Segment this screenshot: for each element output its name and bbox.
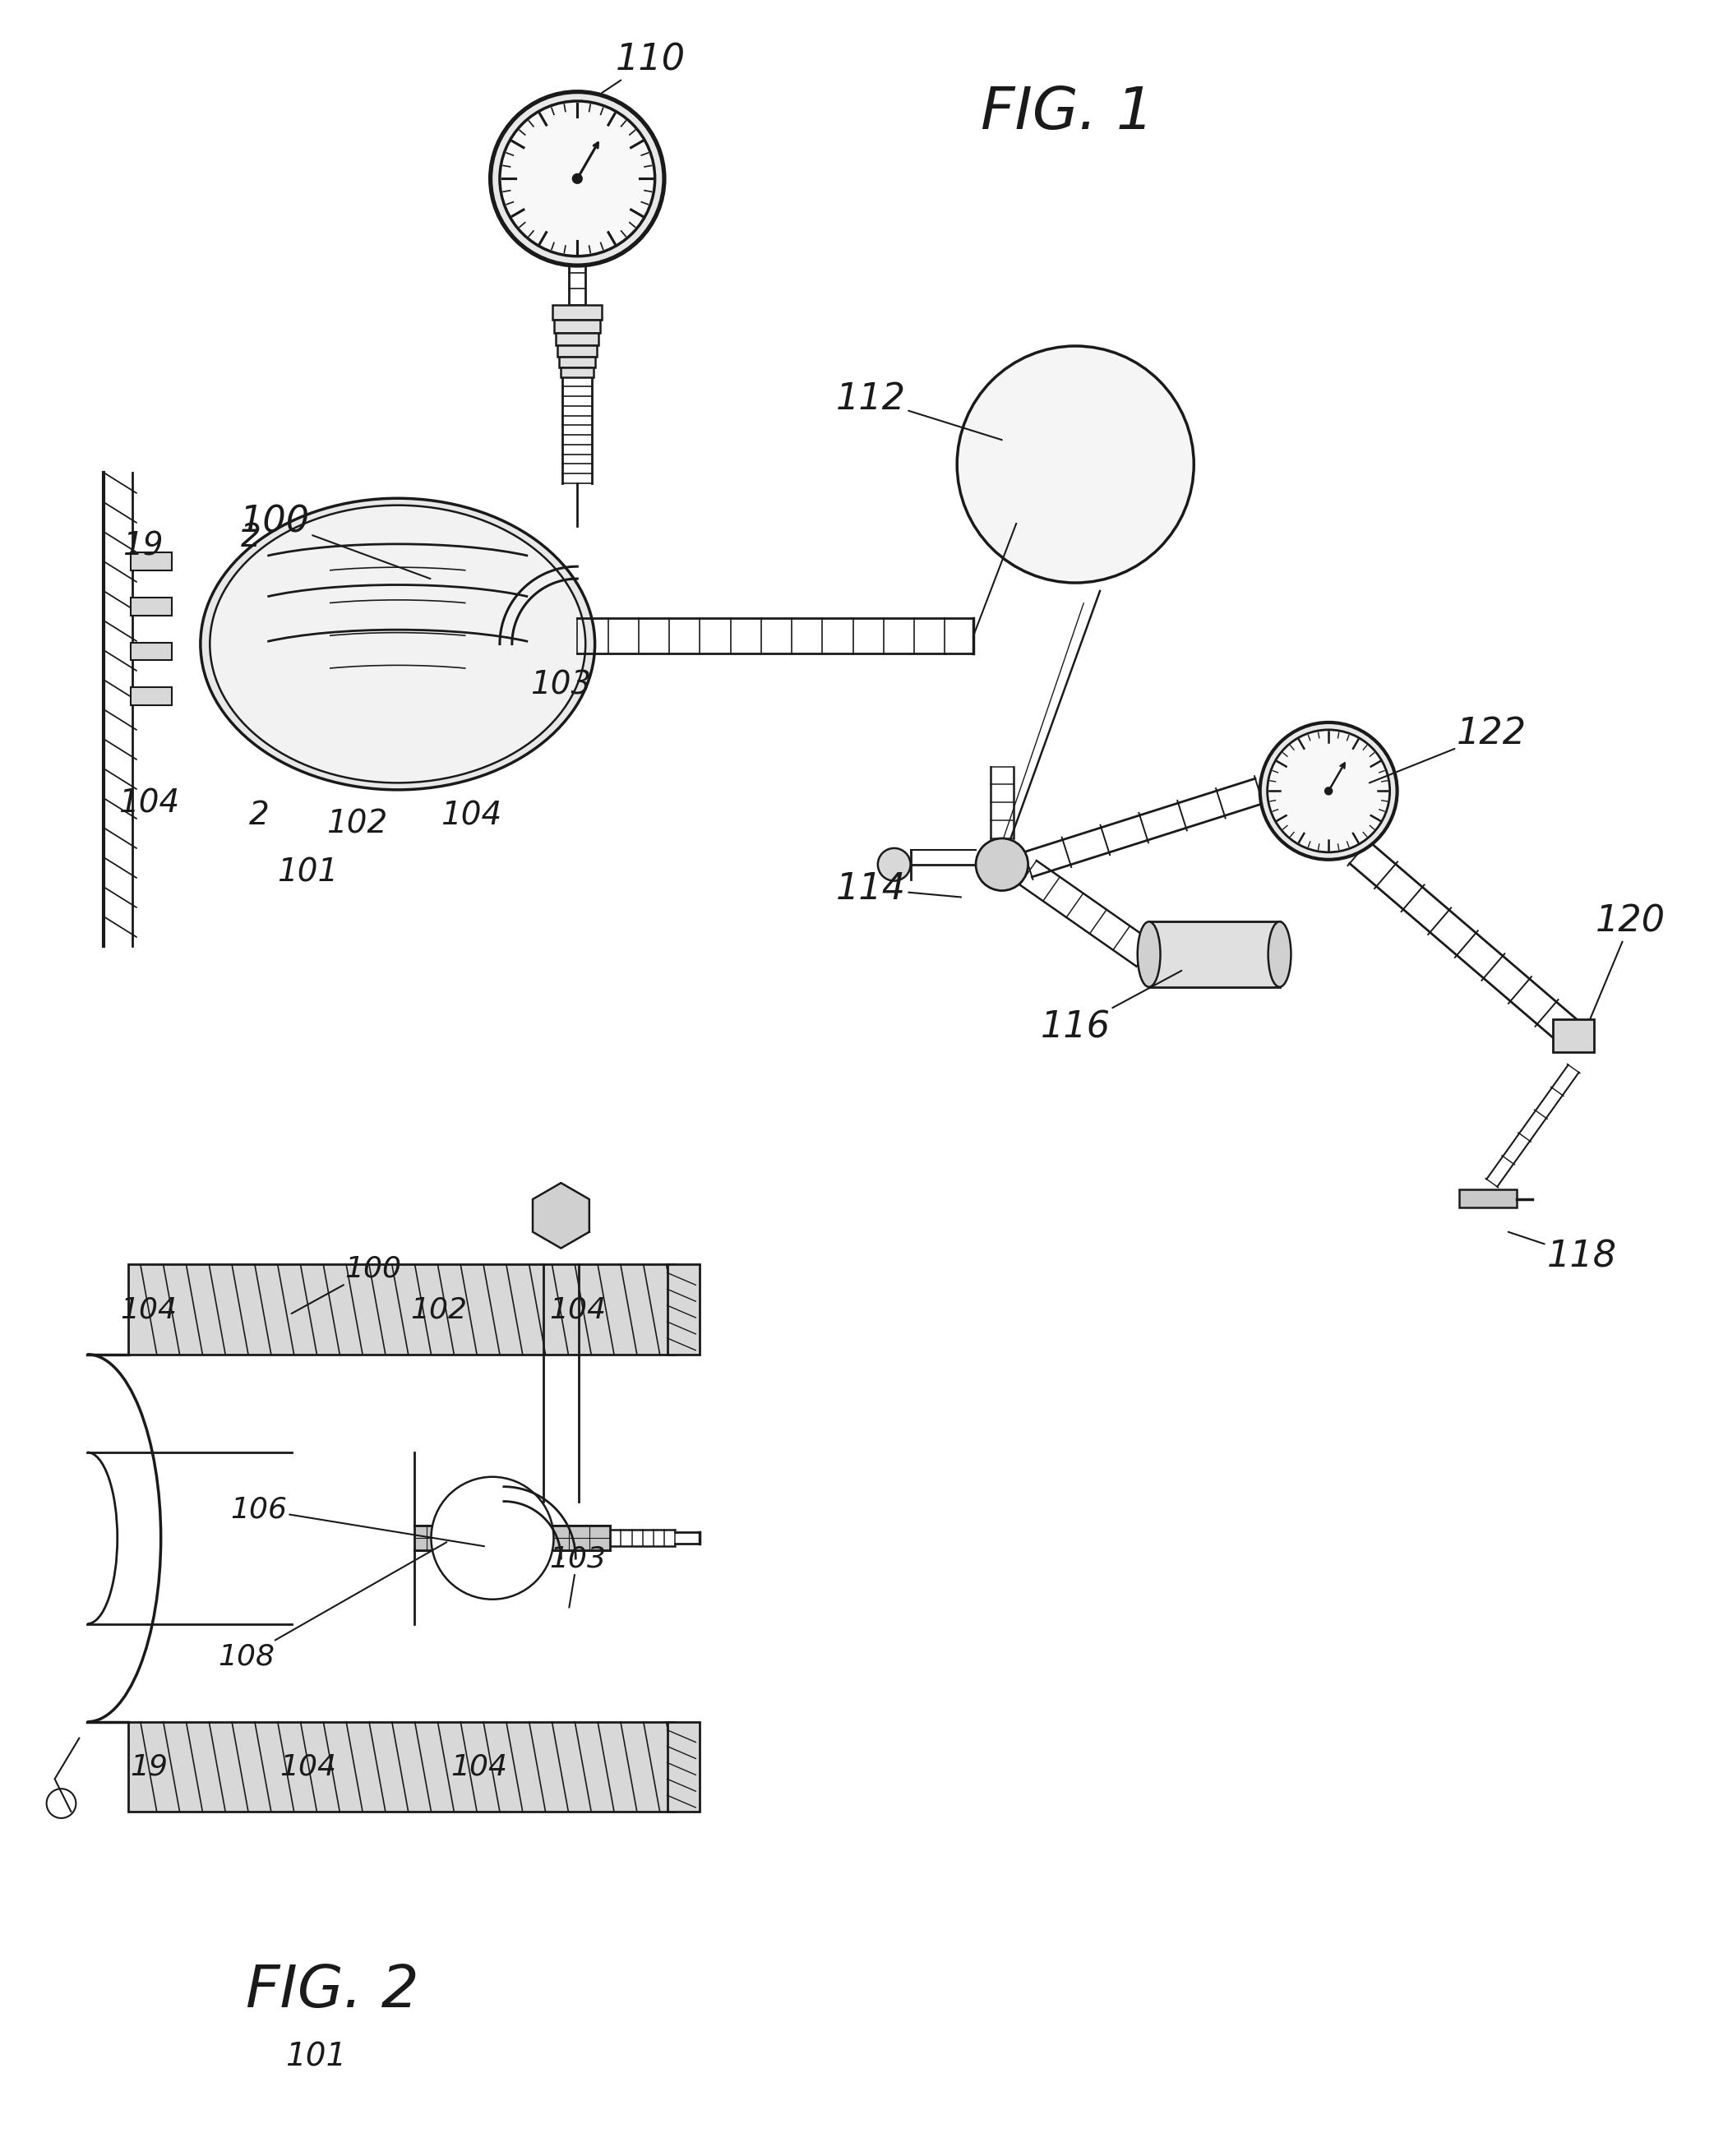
Ellipse shape (1138, 921, 1160, 987)
Text: 104: 104 (120, 1296, 177, 1324)
Text: 110: 110 (602, 43, 686, 93)
Text: 104: 104 (118, 787, 180, 819)
Bar (130, 597, 171, 614)
Bar (1148, 921, 1280, 987)
Text: 104: 104 (279, 1753, 336, 1781)
Text: 104: 104 (548, 1296, 605, 1324)
Text: 102: 102 (410, 1296, 466, 1324)
Text: 19: 19 (122, 530, 163, 563)
Bar (130, 688, 171, 705)
Circle shape (572, 172, 583, 183)
Text: 101: 101 (278, 858, 338, 888)
Text: 103: 103 (548, 1544, 605, 1608)
Text: 106: 106 (230, 1496, 485, 1546)
Text: 100: 100 (291, 1255, 401, 1313)
Bar (560, 367, 593, 377)
Bar (667, 1266, 699, 1354)
Text: 102: 102 (326, 808, 387, 839)
Text: 112: 112 (836, 382, 1003, 440)
Circle shape (500, 101, 655, 257)
Circle shape (878, 847, 910, 882)
Bar (415, 1526, 610, 1550)
Ellipse shape (1268, 921, 1291, 987)
Text: 122: 122 (1369, 716, 1527, 783)
Bar (1459, 1190, 1517, 1207)
Bar (557, 345, 596, 356)
Polygon shape (533, 1184, 590, 1248)
Circle shape (490, 93, 665, 265)
Text: 100: 100 (240, 505, 430, 578)
Bar (129, 1723, 675, 1811)
Text: 2: 2 (249, 800, 269, 830)
Bar (555, 332, 598, 345)
Bar (129, 1266, 675, 1354)
Text: 116: 116 (1040, 970, 1181, 1046)
Circle shape (1325, 787, 1333, 796)
Text: 104: 104 (451, 1753, 507, 1781)
Text: FIG. 1: FIG. 1 (980, 84, 1154, 142)
Bar (559, 356, 595, 367)
Text: FIG. 2: FIG. 2 (245, 1962, 418, 2020)
Bar (667, 1723, 699, 1811)
Circle shape (1267, 729, 1390, 852)
Bar (130, 642, 171, 660)
Circle shape (1260, 722, 1397, 860)
Bar (554, 319, 600, 332)
Ellipse shape (201, 498, 595, 789)
Text: 108: 108 (218, 1542, 447, 1671)
Text: 104: 104 (440, 800, 502, 830)
Text: 114: 114 (836, 871, 962, 908)
Text: 19: 19 (130, 1753, 168, 1781)
Text: 101: 101 (286, 2042, 346, 2072)
Circle shape (432, 1477, 554, 1600)
Ellipse shape (209, 505, 586, 783)
Text: 120: 120 (1591, 903, 1666, 1020)
Circle shape (975, 839, 1028, 890)
Bar (130, 552, 171, 571)
Bar (554, 306, 602, 319)
Text: 103: 103 (530, 668, 591, 701)
Bar (1553, 1020, 1594, 1052)
Text: 2: 2 (240, 522, 261, 554)
Circle shape (956, 345, 1195, 582)
Text: 118: 118 (1508, 1231, 1616, 1274)
